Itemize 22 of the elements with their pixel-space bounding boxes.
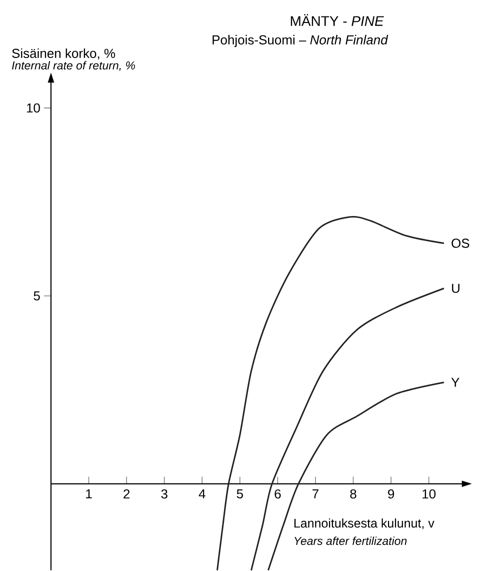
x-tick-label: 3 <box>161 489 168 499</box>
line-series <box>216 216 445 571</box>
series-label: U <box>452 284 460 293</box>
x-tick-label: 5 <box>236 489 244 498</box>
series-label: OS <box>452 238 470 248</box>
x-tick-label: 6 <box>274 489 281 499</box>
x-axis-title: Lannoituksesta kulunut, v <box>294 518 434 530</box>
chart-subtitle: Pohjois-Suomi – North Finland <box>212 34 388 48</box>
series-label: Y <box>451 378 460 387</box>
x-tick-label: 8 <box>350 489 356 499</box>
annotation: Years after fertilization <box>294 536 407 546</box>
x-tick-label: 9 <box>388 489 394 499</box>
text: Internal rate of return, % <box>12 61 136 71</box>
x-tick-label: 1 <box>86 489 92 498</box>
line-series <box>250 288 445 571</box>
line-series <box>268 382 445 571</box>
x-tick-label: 7 <box>312 489 319 498</box>
x-tick-label: 4 <box>198 489 206 498</box>
y-axis-title: Sisäinen korko, % <box>12 48 116 60</box>
x-tick-label: 2 <box>124 489 130 498</box>
x-tick-label: 10 <box>422 489 436 499</box>
chart-title: MÄNTY - PINE <box>291 14 384 26</box>
